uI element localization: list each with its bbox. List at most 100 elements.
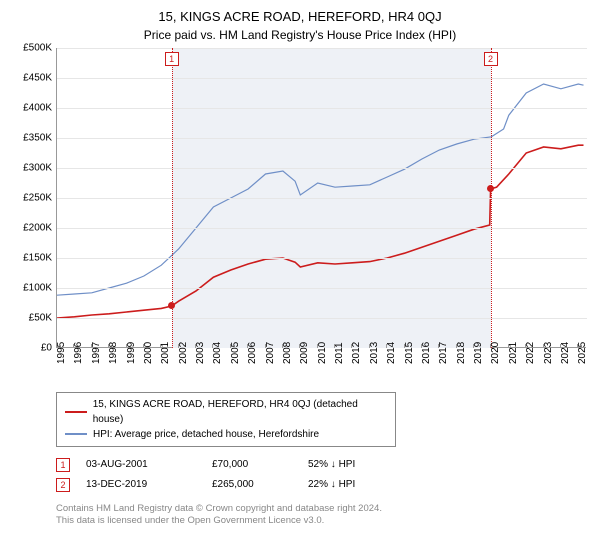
x-tick-mark [108, 344, 109, 348]
x-tick-label: 2006 [247, 341, 258, 363]
x-tick-label: 2024 [560, 341, 571, 363]
y-tick-label: £100K [23, 282, 52, 293]
x-tick-label: 2025 [577, 341, 588, 363]
footer-price: £70,000 [212, 459, 292, 470]
x-tick-label: 2020 [490, 341, 501, 363]
y-tick-label: £250K [23, 192, 52, 203]
y-tick-label: £500K [23, 42, 52, 53]
x-tick-label: 2015 [404, 341, 415, 363]
x-tick-label: 2023 [543, 341, 554, 363]
x-tick-label: 2016 [421, 341, 432, 363]
x-tick-mark [73, 344, 74, 348]
x-tick-mark [560, 344, 561, 348]
legend: 15, KINGS ACRE ROAD, HEREFORD, HR4 0QJ (… [56, 392, 396, 447]
x-tick-mark [577, 344, 578, 348]
x-tick-label: 2017 [438, 341, 449, 363]
x-tick-label: 2019 [473, 341, 484, 363]
x-tick-mark [282, 344, 283, 348]
y-tick-label: £150K [23, 252, 52, 263]
license-line-1: Contains HM Land Registry data © Crown c… [56, 503, 588, 516]
chart-container: 15, KINGS ACRE ROAD, HEREFORD, HR4 0QJ P… [0, 0, 600, 532]
x-tick-label: 2010 [317, 341, 328, 363]
legend-swatch [65, 411, 87, 413]
license-line-2: This data is licensed under the Open Gov… [56, 515, 588, 528]
legend-row: HPI: Average price, detached house, Here… [65, 427, 387, 442]
x-tick-label: 2014 [386, 341, 397, 363]
x-tick-mark [525, 344, 526, 348]
y-tick-label: £350K [23, 132, 52, 143]
series-price_paid [57, 145, 584, 318]
x-tick-mark [404, 344, 405, 348]
y-tick-label: £400K [23, 102, 52, 113]
x-tick-mark [351, 344, 352, 348]
x-tick-mark [386, 344, 387, 348]
y-tick-label: £200K [23, 222, 52, 233]
x-tick-mark [299, 344, 300, 348]
x-tick-label: 2012 [351, 341, 362, 363]
gridline [57, 228, 587, 229]
footer-table: 103-AUG-2001£70,00052% ↓ HPI213-DEC-2019… [56, 455, 588, 495]
y-tick-label: £50K [29, 312, 52, 323]
marker-box: 2 [484, 52, 498, 66]
legend-swatch [65, 433, 87, 435]
gridline [57, 288, 587, 289]
x-tick-label: 2018 [456, 341, 467, 363]
marker-box: 1 [165, 52, 179, 66]
gridline [57, 258, 587, 259]
marker-line [491, 48, 492, 348]
x-tick-label: 1996 [73, 341, 84, 363]
x-tick-label: 1995 [56, 341, 67, 363]
gridline [57, 48, 587, 49]
x-tick-label: 2007 [265, 341, 276, 363]
gridline [57, 318, 587, 319]
gridline [57, 108, 587, 109]
chart-title: 15, KINGS ACRE ROAD, HEREFORD, HR4 0QJ [12, 8, 588, 26]
footer-date: 13-DEC-2019 [86, 479, 196, 490]
license-text: Contains HM Land Registry data © Crown c… [56, 503, 588, 529]
x-tick-label: 2001 [160, 341, 171, 363]
x-tick-mark [56, 344, 57, 348]
x-tick-mark [91, 344, 92, 348]
x-tick-label: 2021 [508, 341, 519, 363]
x-tick-label: 2009 [299, 341, 310, 363]
x-tick-mark [317, 344, 318, 348]
x-tick-mark [143, 344, 144, 348]
legend-row: 15, KINGS ACRE ROAD, HEREFORD, HR4 0QJ (… [65, 397, 387, 427]
footer-marker-box: 1 [56, 458, 70, 472]
x-tick-label: 2011 [334, 342, 345, 364]
x-tick-mark [334, 344, 335, 348]
footer-price: £265,000 [212, 479, 292, 490]
x-tick-mark [369, 344, 370, 348]
legend-label: HPI: Average price, detached house, Here… [93, 427, 319, 442]
x-tick-mark [473, 344, 474, 348]
footer-row: 103-AUG-2001£70,00052% ↓ HPI [56, 455, 588, 475]
footer-pct: 22% ↓ HPI [308, 479, 408, 490]
x-tick-mark [543, 344, 544, 348]
footer-marker-box: 2 [56, 478, 70, 492]
x-tick-mark [160, 344, 161, 348]
x-tick-mark [421, 344, 422, 348]
x-tick-mark [265, 344, 266, 348]
x-tick-label: 2013 [369, 341, 380, 363]
gridline [57, 138, 587, 139]
x-tick-mark [178, 344, 179, 348]
y-tick-label: £450K [23, 72, 52, 83]
x-tick-mark [456, 344, 457, 348]
x-tick-label: 2002 [178, 341, 189, 363]
x-tick-mark [490, 344, 491, 348]
footer-pct: 52% ↓ HPI [308, 459, 408, 470]
chart-subtitle: Price paid vs. HM Land Registry's House … [12, 28, 588, 42]
x-tick-label: 2008 [282, 341, 293, 363]
plot: 12 [56, 48, 586, 348]
gridline [57, 168, 587, 169]
y-axis: £0£50K£100K£150K£200K£250K£300K£350K£400… [12, 48, 56, 348]
x-tick-mark [247, 344, 248, 348]
x-tick-label: 1997 [91, 341, 102, 363]
x-axis: 1995199619971998199920002001200220032004… [56, 348, 586, 378]
gridline [57, 198, 587, 199]
x-tick-label: 1998 [108, 341, 119, 363]
x-tick-mark [212, 344, 213, 348]
y-tick-label: £0 [41, 342, 52, 353]
gridline [57, 78, 587, 79]
x-tick-label: 2022 [525, 341, 536, 363]
